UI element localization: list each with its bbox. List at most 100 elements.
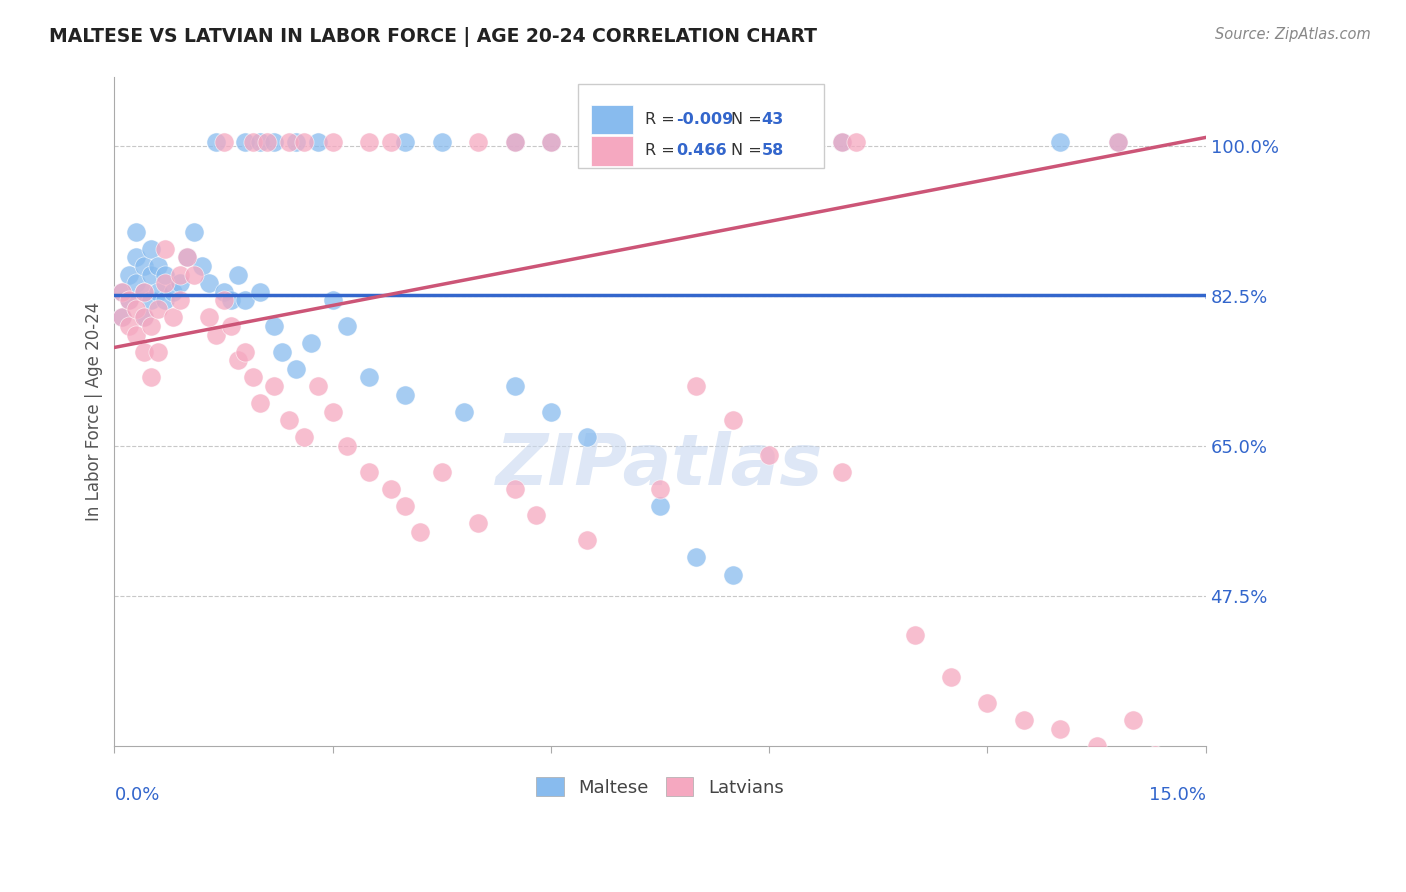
Point xyxy=(139,268,162,282)
Point xyxy=(139,318,162,333)
Point xyxy=(1049,722,1071,736)
Point xyxy=(357,135,380,149)
Point xyxy=(685,379,707,393)
Point xyxy=(132,259,155,273)
Point xyxy=(155,242,177,256)
Point xyxy=(125,301,148,316)
Point xyxy=(198,310,221,325)
Point xyxy=(285,135,308,149)
Point xyxy=(256,135,278,149)
Text: -0.009: -0.009 xyxy=(676,112,734,127)
Point xyxy=(111,310,134,325)
Point xyxy=(292,430,315,444)
Point xyxy=(357,370,380,384)
Point xyxy=(744,135,766,149)
Text: R =: R = xyxy=(645,112,679,127)
Point xyxy=(1166,773,1188,788)
Point xyxy=(278,413,301,427)
Point xyxy=(212,293,235,308)
Point xyxy=(226,268,249,282)
Point xyxy=(453,405,475,419)
Point xyxy=(1085,739,1108,753)
Point xyxy=(111,285,134,299)
Point xyxy=(198,276,221,290)
Point xyxy=(235,293,257,308)
Point xyxy=(118,293,141,308)
Point xyxy=(155,293,177,308)
Text: 15.0%: 15.0% xyxy=(1149,786,1206,804)
Point xyxy=(831,135,853,149)
Point xyxy=(380,482,402,496)
Point xyxy=(598,135,620,149)
Text: 58: 58 xyxy=(762,144,783,159)
Point xyxy=(270,344,292,359)
Point xyxy=(1049,135,1071,149)
Point xyxy=(307,135,329,149)
Point xyxy=(430,135,453,149)
Point xyxy=(139,370,162,384)
Y-axis label: In Labor Force | Age 20-24: In Labor Force | Age 20-24 xyxy=(86,302,103,521)
Text: N =: N = xyxy=(731,144,766,159)
Point xyxy=(1122,713,1144,727)
Point xyxy=(139,242,162,256)
Point xyxy=(503,135,526,149)
Point xyxy=(299,336,322,351)
Point xyxy=(111,310,134,325)
Point xyxy=(183,268,205,282)
Point xyxy=(125,225,148,239)
Point xyxy=(205,327,228,342)
Point xyxy=(235,135,257,149)
Point xyxy=(249,135,271,149)
Point xyxy=(219,293,242,308)
Text: R =: R = xyxy=(645,144,679,159)
Point xyxy=(212,135,235,149)
Point xyxy=(190,259,212,273)
Point xyxy=(285,362,308,376)
Point xyxy=(118,293,141,308)
Point xyxy=(524,508,547,522)
Point xyxy=(132,285,155,299)
Point xyxy=(205,135,228,149)
Point xyxy=(1107,135,1129,149)
Point xyxy=(111,285,134,299)
Point xyxy=(263,379,285,393)
Point xyxy=(394,499,416,513)
Point xyxy=(125,276,148,290)
Point xyxy=(648,499,671,513)
Point xyxy=(1195,807,1218,822)
Text: 0.0%: 0.0% xyxy=(114,786,160,804)
Point xyxy=(794,135,817,149)
Point xyxy=(263,135,285,149)
Point xyxy=(394,387,416,401)
Point xyxy=(540,135,562,149)
Point xyxy=(409,524,432,539)
Point xyxy=(721,567,744,582)
Point xyxy=(249,285,271,299)
Text: Source: ZipAtlas.com: Source: ZipAtlas.com xyxy=(1215,27,1371,42)
Point xyxy=(242,370,264,384)
Point xyxy=(169,268,191,282)
Point xyxy=(235,344,257,359)
FancyBboxPatch shape xyxy=(592,105,633,135)
Point xyxy=(322,293,344,308)
Point xyxy=(503,379,526,393)
Point xyxy=(1107,135,1129,149)
Point xyxy=(613,135,636,149)
Point xyxy=(249,396,271,410)
Point xyxy=(132,285,155,299)
Point xyxy=(845,135,868,149)
Point xyxy=(322,405,344,419)
Point xyxy=(939,670,962,684)
Point xyxy=(278,135,301,149)
Point xyxy=(162,285,184,299)
Point xyxy=(467,516,489,530)
Text: 43: 43 xyxy=(762,112,783,127)
Point xyxy=(1012,713,1035,727)
Point xyxy=(176,251,198,265)
Legend: Maltese, Latvians: Maltese, Latvians xyxy=(529,770,792,804)
Point xyxy=(648,135,671,149)
Point xyxy=(831,135,853,149)
Point xyxy=(394,135,416,149)
Point xyxy=(540,135,562,149)
Point xyxy=(336,318,359,333)
